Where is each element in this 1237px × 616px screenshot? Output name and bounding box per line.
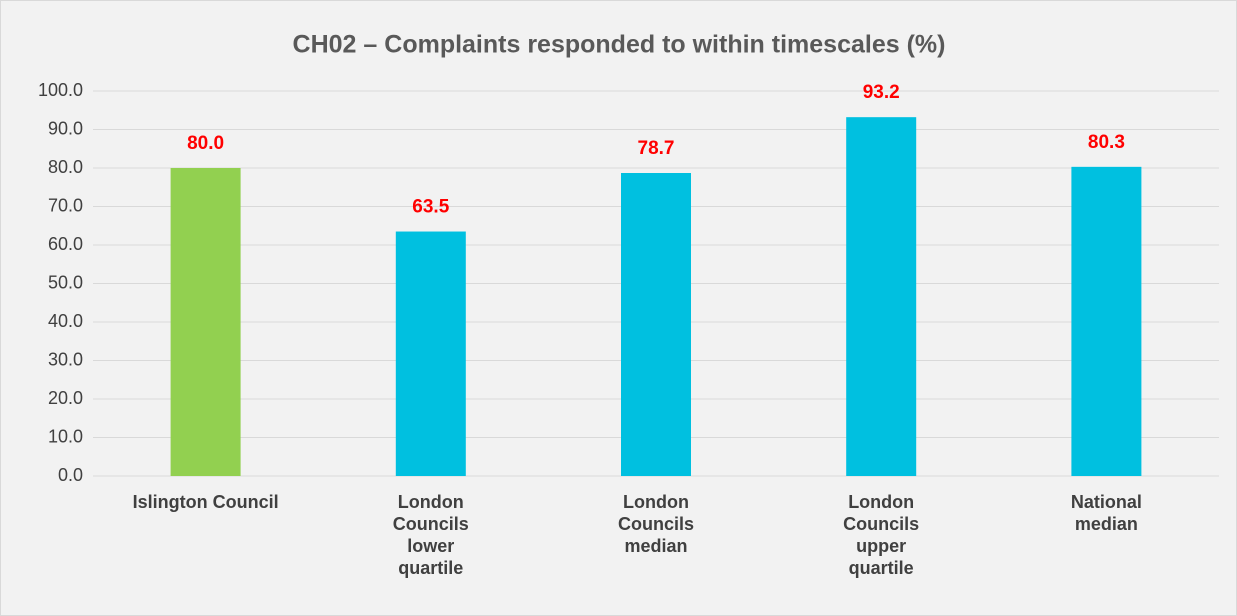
- y-tick-label: 30.0: [48, 349, 83, 369]
- x-tick-label: National median: [1070, 492, 1142, 534]
- y-tick-label: 70.0: [48, 195, 83, 215]
- x-tick-label: London Councils median: [617, 492, 694, 556]
- y-tick-label: 10.0: [48, 426, 83, 446]
- y-tick-label: 100.0: [38, 80, 83, 100]
- bar: [1071, 166, 1142, 476]
- y-tick-label: 80.0: [48, 157, 83, 177]
- bar: [621, 173, 691, 476]
- y-tick-label: 50.0: [48, 272, 83, 292]
- value-label: 78.7: [638, 138, 675, 159]
- value-label: 80.3: [1088, 132, 1125, 153]
- bar: [846, 117, 917, 477]
- y-tick-label: 20.0: [48, 388, 83, 408]
- value-label: 63.5: [412, 197, 449, 218]
- bar: [395, 231, 466, 476]
- y-tick-label: 60.0: [48, 234, 83, 254]
- x-tick-label: London Councils lower quartile: [392, 492, 469, 578]
- value-label: 93.2: [863, 82, 900, 103]
- y-tick-label: 40.0: [48, 311, 83, 331]
- value-label: 80.0: [187, 133, 224, 154]
- x-tick-label: London Councils upper quartile: [843, 492, 920, 578]
- chart-title: CH02 – Complaints responded to within ti…: [293, 31, 946, 59]
- y-tick-label: 0.0: [58, 465, 83, 485]
- bar: [170, 168, 241, 476]
- x-tick-label: Islington Council: [132, 492, 279, 512]
- y-tick-label: 90.0: [48, 118, 83, 138]
